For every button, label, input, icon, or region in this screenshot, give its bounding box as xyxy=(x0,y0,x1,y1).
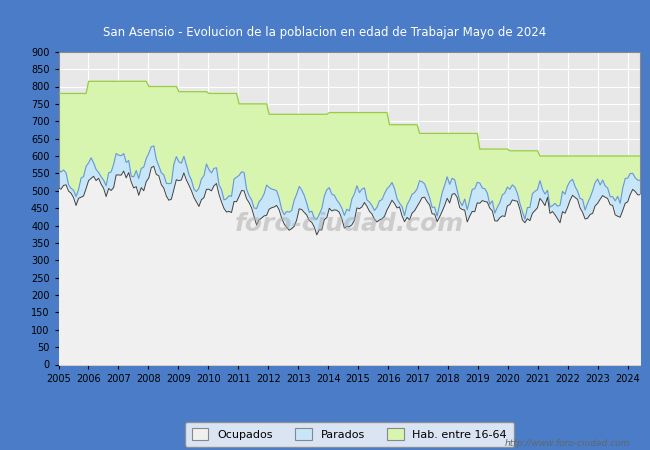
Legend: Ocupados, Parados, Hab. entre 16-64: Ocupados, Parados, Hab. entre 16-64 xyxy=(185,422,514,446)
Text: http://www.foro-ciudad.com: http://www.foro-ciudad.com xyxy=(505,439,630,448)
Text: foro-ciudad.com: foro-ciudad.com xyxy=(235,212,464,236)
Text: San Asensio - Evolucion de la poblacion en edad de Trabajar Mayo de 2024: San Asensio - Evolucion de la poblacion … xyxy=(103,26,547,39)
